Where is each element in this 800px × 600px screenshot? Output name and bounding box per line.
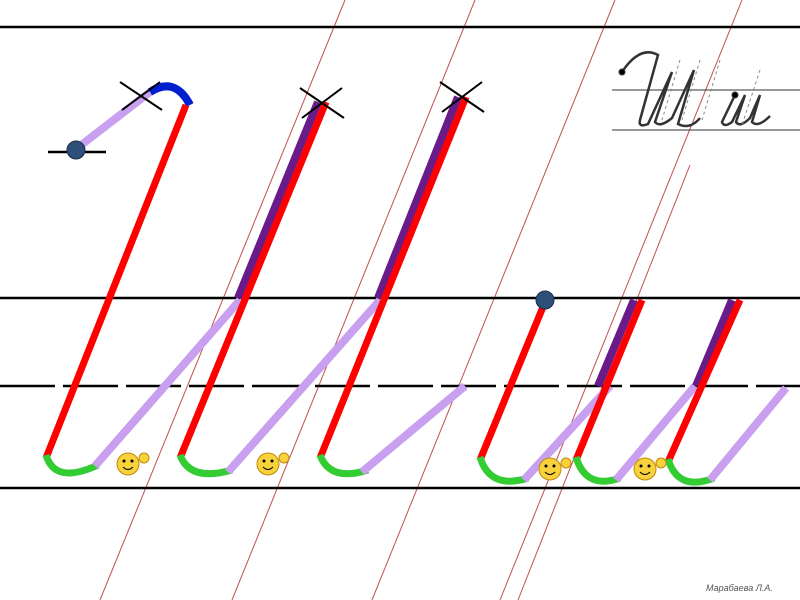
capital-stroke-3 (316, 81, 485, 478)
smileys (116, 452, 667, 481)
slant-guides (99, 0, 743, 600)
capital-stroke-2 (176, 87, 383, 478)
capital-stroke-1 (42, 81, 244, 477)
ruling (0, 25, 800, 490)
lowercase-strokes (476, 290, 790, 486)
sample-letters (612, 51, 800, 131)
author: Марабаева Л.А. (706, 583, 773, 593)
